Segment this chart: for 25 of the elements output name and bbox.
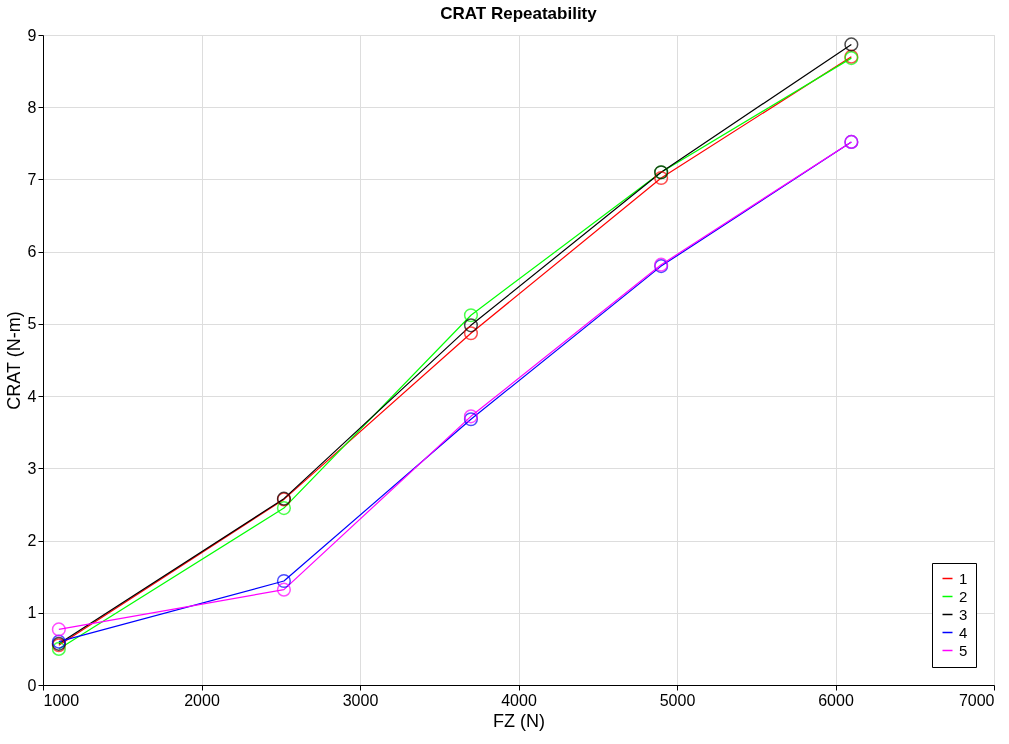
legend-label: 4 xyxy=(959,623,968,641)
legend-label: 1 xyxy=(959,569,968,587)
x-axis-title: FZ (N) xyxy=(493,710,545,731)
y-tick-label: 6 xyxy=(27,243,37,261)
x-tick-label: 5000 xyxy=(659,691,696,709)
x-tick-label: 4000 xyxy=(501,691,537,709)
x-tick-label: 3000 xyxy=(342,691,379,709)
y-tick-label: 9 xyxy=(27,26,37,44)
legend-label: 5 xyxy=(959,641,968,659)
y-tick-label: 5 xyxy=(27,315,37,333)
y-tick-label: 1 xyxy=(27,604,37,622)
x-tick-label: 7000 xyxy=(958,691,995,709)
y-tick-label: 4 xyxy=(27,387,37,405)
legend-label: 2 xyxy=(959,587,968,605)
y-tick-label: 2 xyxy=(27,532,37,550)
y-tick-label: 8 xyxy=(27,98,37,116)
chart-title: CRAT Repeatability xyxy=(440,4,598,23)
x-tick-label: 2000 xyxy=(184,691,220,709)
x-tick-label: 6000 xyxy=(818,691,854,709)
y-tick-label: 3 xyxy=(27,459,37,477)
y-axis-title: CRAT (N-m) xyxy=(3,311,24,410)
y-tick-label: 0 xyxy=(27,676,37,694)
y-tick-label: 7 xyxy=(27,170,37,188)
legend-label: 3 xyxy=(959,605,968,623)
x-tick-label: 1000 xyxy=(43,691,80,709)
